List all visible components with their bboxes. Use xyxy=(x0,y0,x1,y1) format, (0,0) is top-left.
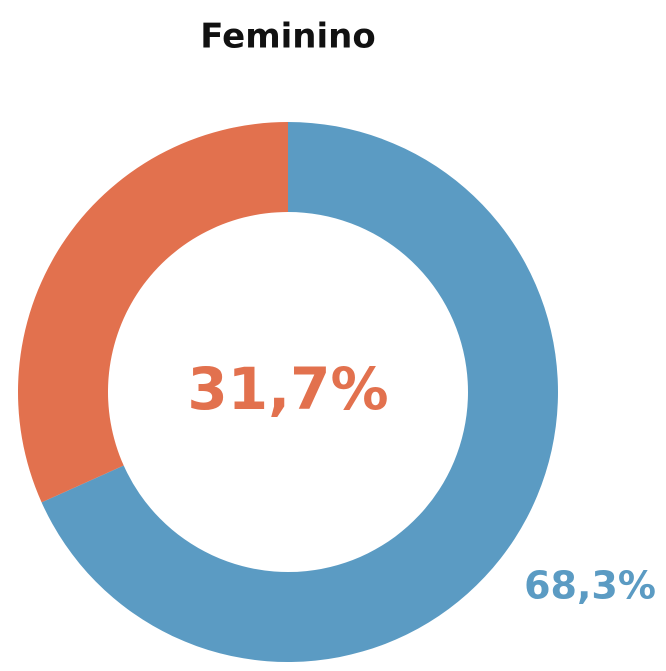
donut-slice xyxy=(41,122,559,662)
donut-slice xyxy=(18,122,288,503)
value-label: 68,3% xyxy=(524,564,656,608)
donut xyxy=(18,122,559,662)
value-label: 31,7% xyxy=(187,355,388,423)
chart-title: Feminino xyxy=(200,17,375,57)
